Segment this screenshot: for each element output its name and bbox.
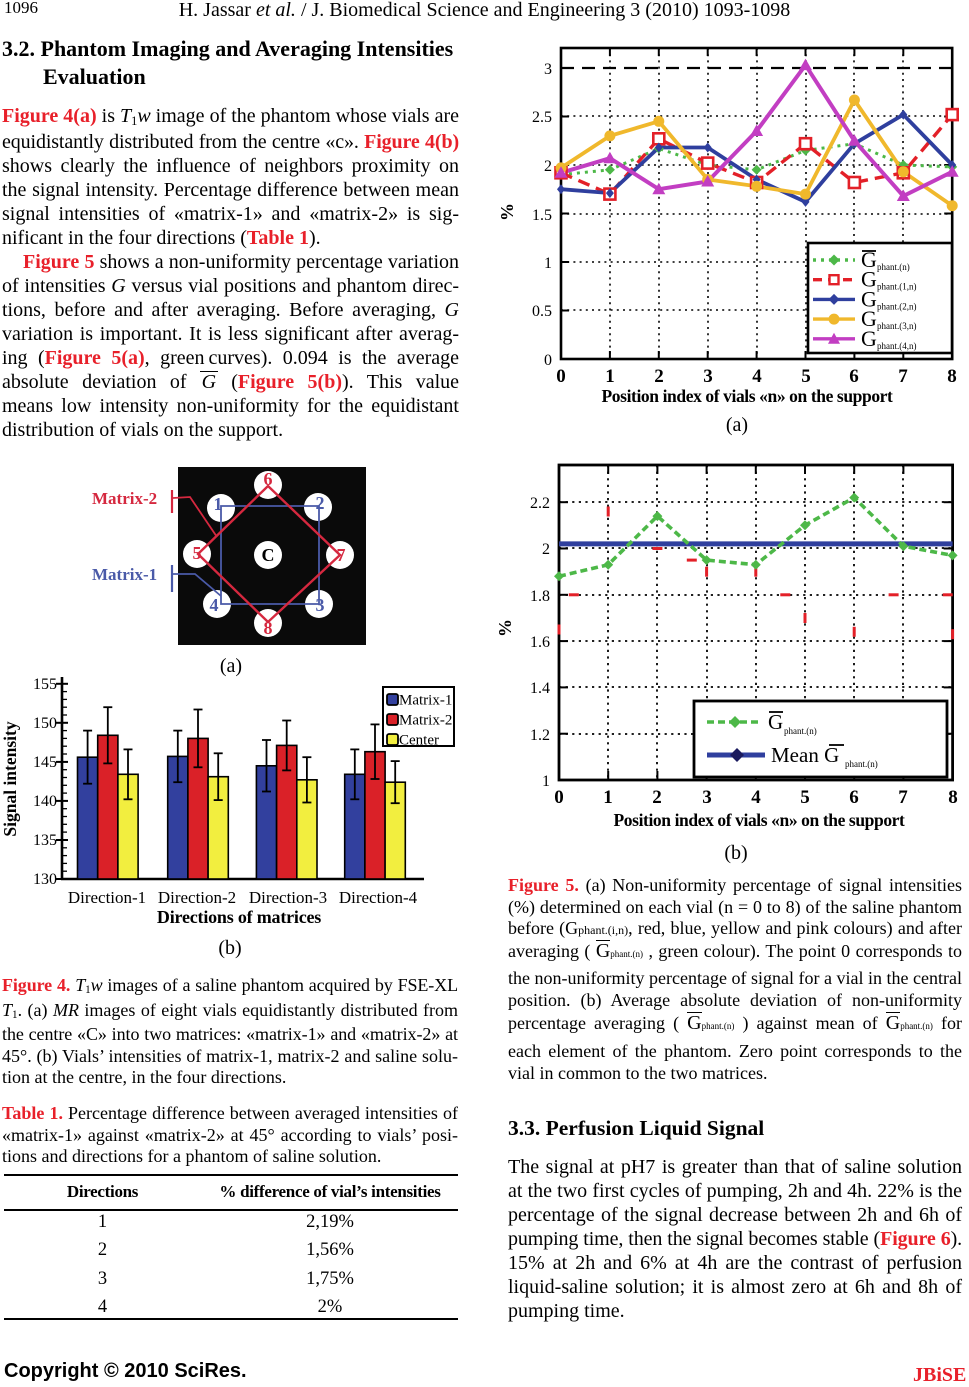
svg-text:8: 8: [264, 618, 273, 638]
svg-text:C: C: [262, 545, 275, 565]
svg-text:4: 4: [210, 595, 219, 615]
svg-text:Direction-3: Direction-3: [249, 888, 327, 907]
svg-text:1.4: 1.4: [530, 680, 550, 697]
svg-text:1: 1: [544, 255, 552, 272]
svg-text:3: 3: [544, 61, 552, 78]
svg-text:(a): (a): [726, 414, 748, 436]
svg-text:2: 2: [316, 493, 325, 513]
svg-text:0.5: 0.5: [532, 303, 552, 320]
svg-text:Matrix-1: Matrix-1: [399, 693, 452, 709]
svg-text:1: 1: [603, 787, 613, 808]
svg-text:130: 130: [33, 871, 57, 888]
svg-text:1: 1: [214, 494, 223, 514]
svg-text:7: 7: [337, 545, 346, 565]
svg-text:phant.(n): phant.(n): [784, 726, 817, 736]
svg-text:0: 0: [554, 787, 564, 808]
svg-text:phant.(4,n): phant.(4,n): [877, 341, 917, 351]
svg-text:G: G: [861, 286, 877, 311]
svg-text:0: 0: [544, 352, 552, 369]
svg-text:Directions of matrices: Directions of matrices: [157, 907, 321, 927]
svg-text:Mean G: Mean G: [771, 743, 839, 767]
svg-text:phant.(1,n): phant.(1,n): [877, 282, 917, 292]
svg-text:%: %: [497, 203, 517, 221]
svg-text:1.5: 1.5: [532, 207, 552, 224]
svg-text:Position index of vials «n» on: Position index of vials «n» on the suppo…: [602, 386, 894, 406]
svg-text:150: 150: [33, 715, 57, 732]
svg-text:7: 7: [898, 787, 908, 808]
svg-text:G: G: [861, 267, 877, 292]
svg-text:Direction-2: Direction-2: [158, 888, 236, 907]
svg-text:3: 3: [703, 366, 713, 387]
svg-text:1.6: 1.6: [530, 634, 550, 651]
svg-text:2.2: 2.2: [530, 495, 550, 512]
svg-text:8: 8: [947, 366, 957, 387]
svg-text:2.5: 2.5: [532, 109, 552, 126]
svg-text:Matrix-1: Matrix-1: [92, 565, 157, 584]
svg-text:phant.(2,n): phant.(2,n): [877, 301, 917, 311]
svg-text:1.8: 1.8: [530, 588, 550, 605]
svg-text:(b): (b): [218, 937, 241, 959]
svg-text:135: 135: [33, 832, 57, 849]
svg-text:G: G: [861, 306, 877, 331]
svg-text:(a): (a): [220, 655, 242, 677]
svg-text:6: 6: [849, 366, 859, 387]
svg-text:4: 4: [751, 787, 761, 808]
svg-text:G: G: [861, 326, 877, 351]
svg-text:6: 6: [849, 787, 859, 808]
svg-text:5: 5: [800, 787, 810, 808]
svg-text:Matrix-2: Matrix-2: [399, 713, 452, 729]
svg-text:3: 3: [316, 595, 325, 615]
svg-text:8: 8: [948, 787, 958, 808]
svg-text:1: 1: [542, 773, 550, 790]
svg-text:2: 2: [654, 366, 664, 387]
svg-text:(b): (b): [724, 842, 747, 864]
svg-text:3: 3: [702, 787, 712, 808]
svg-text:145: 145: [33, 754, 57, 771]
svg-text:1.2: 1.2: [530, 727, 550, 744]
svg-text:1: 1: [605, 366, 615, 387]
svg-text:Matrix-2: Matrix-2: [92, 489, 157, 508]
svg-text:2: 2: [652, 787, 662, 808]
svg-text:G: G: [768, 710, 783, 734]
svg-text:Center: Center: [399, 733, 439, 749]
svg-text:5: 5: [801, 366, 811, 387]
svg-text:%: %: [495, 619, 515, 637]
svg-text:Signal intensity: Signal intensity: [0, 721, 20, 836]
svg-text:phant.(n): phant.(n): [845, 759, 878, 769]
svg-text:2: 2: [544, 158, 552, 175]
svg-text:Direction-4: Direction-4: [339, 888, 418, 907]
svg-text:phant.(n): phant.(n): [877, 262, 910, 272]
svg-text:140: 140: [33, 793, 57, 810]
svg-text:4: 4: [752, 366, 762, 387]
svg-text:7: 7: [898, 366, 908, 387]
svg-text:G: G: [861, 247, 877, 272]
svg-text:5: 5: [193, 543, 202, 563]
svg-text:Direction-1: Direction-1: [68, 888, 146, 907]
svg-text:2: 2: [542, 541, 550, 558]
svg-text:phant.(3,n): phant.(3,n): [877, 321, 917, 331]
svg-text:0: 0: [556, 366, 566, 387]
svg-text:6: 6: [264, 469, 273, 489]
svg-text:155: 155: [33, 676, 57, 693]
svg-text:Position index of vials «n» on: Position index of vials «n» on the suppo…: [614, 810, 906, 830]
